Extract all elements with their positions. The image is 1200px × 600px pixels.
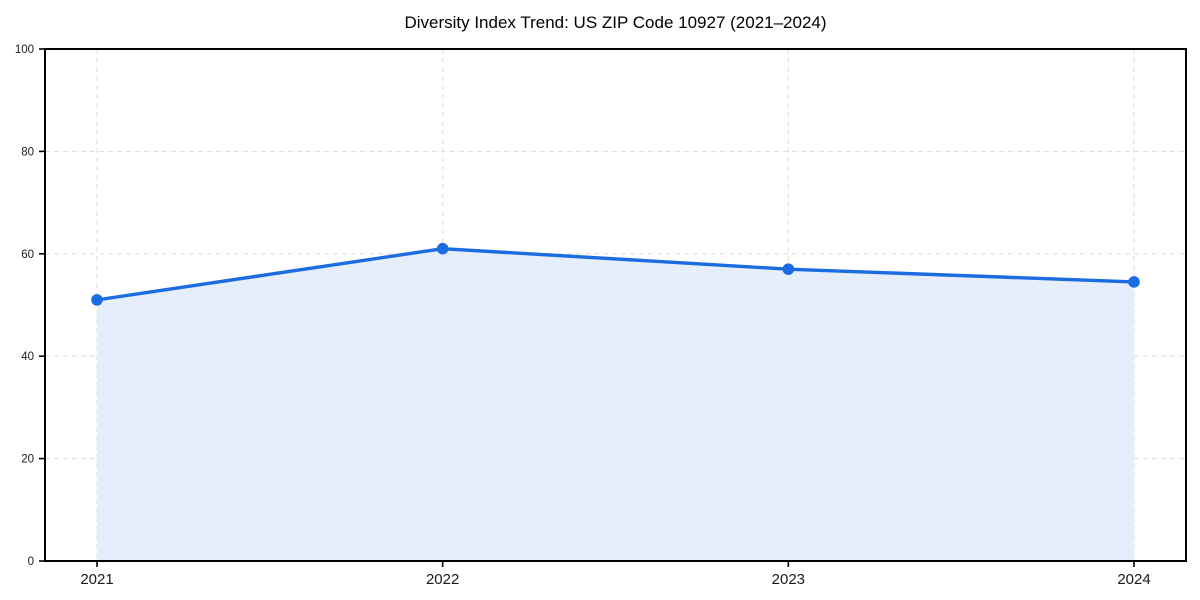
x-tick-label: 2023	[772, 571, 805, 588]
area-fill	[97, 248, 1134, 561]
y-tick-label: 20	[21, 454, 34, 466]
y-tick-label: 60	[21, 249, 34, 261]
x-tick-label: 2021	[80, 571, 113, 588]
data-point	[782, 263, 795, 275]
plot-frame	[44, 48, 1187, 562]
chart-title: Diversity Index Trend: US ZIP Code 10927…	[404, 13, 827, 32]
y-tick-label: 100	[15, 44, 34, 56]
trend-line	[95, 246, 1136, 302]
y-tick-label: 40	[21, 351, 34, 363]
y-tick-label: 80	[21, 146, 34, 158]
x-tick-label: 2022	[426, 571, 459, 588]
y-tick-label: 0	[28, 556, 34, 568]
data-point	[91, 294, 103, 306]
data-point	[1128, 276, 1140, 288]
x-tick-label: 2024	[1117, 571, 1150, 588]
data-point	[436, 242, 449, 255]
